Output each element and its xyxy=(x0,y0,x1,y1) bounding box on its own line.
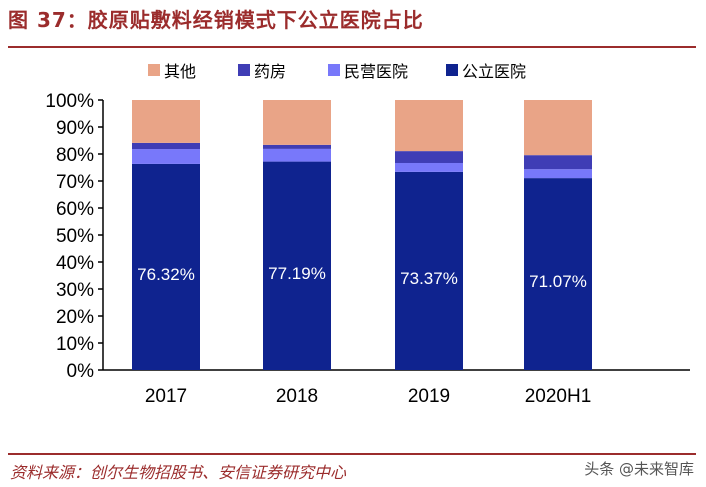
y-tick-label: 80% xyxy=(56,145,94,166)
y-tick-label: 70% xyxy=(56,172,94,193)
legend-label: 民营医院 xyxy=(344,62,408,81)
x-tick-label: 2020H1 xyxy=(525,386,592,407)
bar-segment-2018 xyxy=(263,100,331,145)
legend-swatch xyxy=(238,64,250,76)
y-tick-label: 50% xyxy=(56,226,94,247)
y-tick-label: 10% xyxy=(56,334,94,355)
watermark: 头条 @未来智库 xyxy=(584,460,694,478)
y-tick-label: 40% xyxy=(56,253,94,274)
y-tick-label: 60% xyxy=(56,199,94,220)
bar-segment-2019 xyxy=(395,151,463,163)
data-label: 71.07% xyxy=(529,272,587,291)
legend-swatch xyxy=(148,64,160,76)
bar-segment-2017 xyxy=(132,149,200,164)
bar-segment-2019 xyxy=(395,100,463,152)
y-tick-label: 100% xyxy=(45,91,94,112)
bar-segment-2020H1 xyxy=(524,155,592,170)
legend-swatch xyxy=(328,64,340,76)
y-tick-label: 90% xyxy=(56,118,94,139)
bar-segment-2019 xyxy=(395,171,463,370)
data-label: 73.37% xyxy=(400,269,458,288)
legend-label: 其他 xyxy=(164,62,196,81)
x-tick-label: 2017 xyxy=(145,386,187,407)
bar-segment-2017 xyxy=(132,100,200,143)
bar-segment-2020H1 xyxy=(524,178,592,370)
bar-segment-2020H1 xyxy=(524,100,592,156)
bar-segment-2017 xyxy=(132,142,200,150)
bar-segment-2020H1 xyxy=(524,169,592,179)
figure-title: 图 37：胶原贴敷料经销模式下公立医院占比 xyxy=(8,8,424,32)
bar-segment-2019 xyxy=(395,162,463,172)
legend-label: 公立医院 xyxy=(462,62,526,81)
bar-segment-2018 xyxy=(263,161,331,370)
legend-label: 药房 xyxy=(254,62,286,81)
y-tick-label: 0% xyxy=(67,361,95,382)
bar-segment-2017 xyxy=(132,163,200,370)
legend-swatch xyxy=(446,64,458,76)
bar-segment-2018 xyxy=(263,148,331,162)
title-rule xyxy=(8,46,696,48)
data-label: 76.32% xyxy=(137,265,195,284)
y-tick-label: 20% xyxy=(56,307,94,328)
x-tick-label: 2019 xyxy=(408,386,450,407)
bar-segment-2018 xyxy=(263,144,331,149)
data-label: 77.19% xyxy=(268,264,326,283)
y-tick-label: 30% xyxy=(56,280,94,301)
source-note: 资料来源：创尔生物招股书、安信证券研究中心 xyxy=(10,463,347,482)
source-rule xyxy=(8,453,696,455)
x-tick-label: 2018 xyxy=(276,386,318,407)
